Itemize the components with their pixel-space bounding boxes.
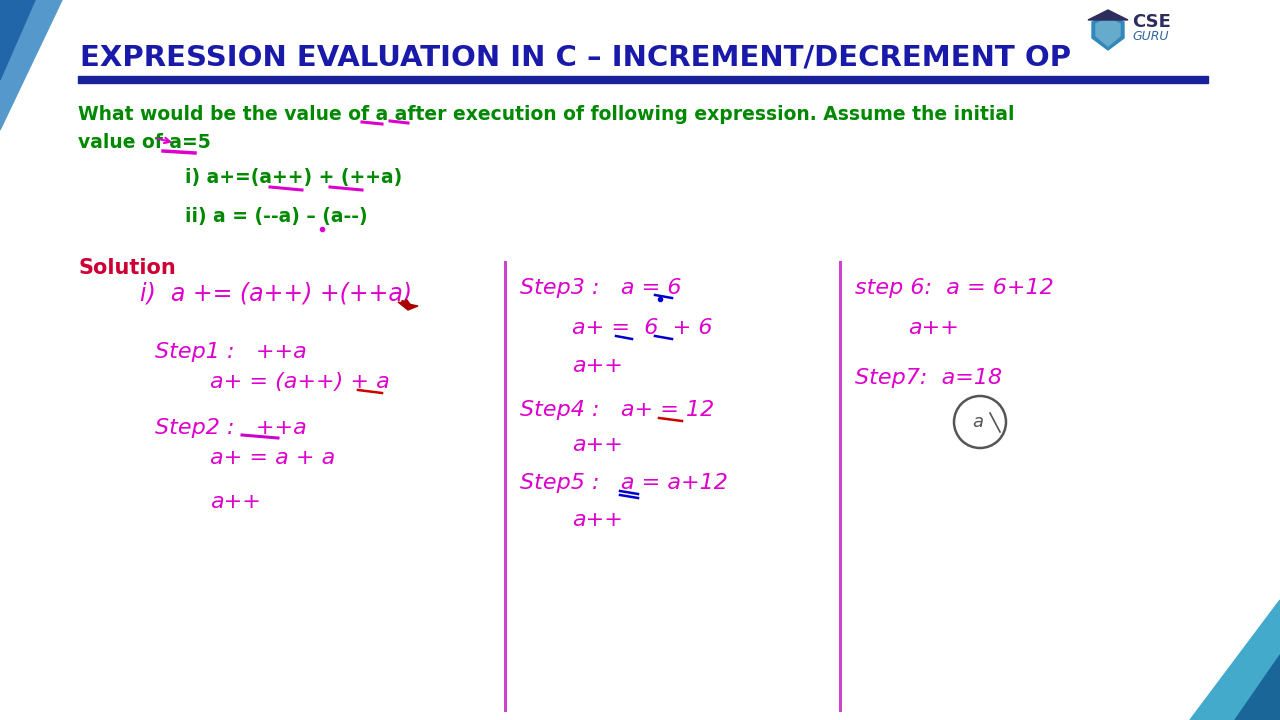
Polygon shape	[0, 0, 35, 80]
Text: a++: a++	[572, 510, 623, 530]
Text: a: a	[973, 413, 983, 431]
Text: a+ = a + a: a+ = a + a	[210, 448, 335, 468]
Text: Solution: Solution	[78, 258, 175, 278]
Text: Step2 :   ++a: Step2 : ++a	[155, 418, 307, 438]
Text: a++: a++	[210, 492, 261, 512]
Text: i)  a += (a++) +(++a): i) a += (a++) +(++a)	[140, 282, 412, 306]
Text: CSE: CSE	[1132, 13, 1171, 31]
Text: Step5 :   a = a+12: Step5 : a = a+12	[520, 473, 728, 493]
Polygon shape	[0, 0, 61, 130]
Text: a+ =  6  + 6: a+ = 6 + 6	[572, 318, 713, 338]
Text: Step3 :   a = 6: Step3 : a = 6	[520, 278, 681, 298]
Text: a+ = (a++) + a: a+ = (a++) + a	[210, 372, 389, 392]
Text: a++: a++	[572, 435, 623, 455]
Text: i) a+=(a++) + (++a): i) a+=(a++) + (++a)	[186, 168, 402, 187]
Polygon shape	[1096, 18, 1120, 46]
Polygon shape	[1190, 600, 1280, 720]
Text: EXPRESSION EVALUATION IN C – INCREMENT/DECREMENT OP: EXPRESSION EVALUATION IN C – INCREMENT/D…	[79, 44, 1071, 72]
Bar	[78, 76, 1208, 83]
Polygon shape	[1088, 10, 1128, 20]
Text: Step1 :   ++a: Step1 : ++a	[155, 342, 307, 362]
Text: GURU: GURU	[1132, 30, 1169, 43]
Polygon shape	[1092, 14, 1124, 50]
Text: a++: a++	[908, 318, 959, 338]
Text: ii) a = (--a) – (a--): ii) a = (--a) – (a--)	[186, 207, 367, 226]
Text: value of a=5: value of a=5	[78, 133, 211, 152]
Polygon shape	[398, 302, 419, 310]
Text: Step4 :   a+ = 12: Step4 : a+ = 12	[520, 400, 714, 420]
Text: step 6:  a = 6+12: step 6: a = 6+12	[855, 278, 1053, 298]
Text: What would be the value of a after execution of following expression. Assume the: What would be the value of a after execu…	[78, 105, 1015, 124]
Text: Step7:  a=18: Step7: a=18	[855, 368, 1002, 388]
Polygon shape	[1235, 655, 1280, 720]
Text: a++: a++	[572, 356, 623, 376]
